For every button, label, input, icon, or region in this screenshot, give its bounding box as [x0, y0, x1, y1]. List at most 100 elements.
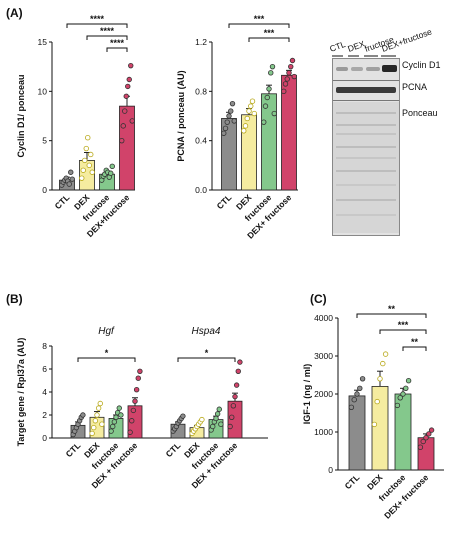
significance-bracket — [86, 35, 128, 40]
blot-label-ponceau: Ponceau — [402, 108, 438, 118]
blot-band — [336, 87, 396, 93]
data-point — [237, 359, 243, 365]
data-point — [88, 151, 94, 158]
data-point — [359, 376, 366, 382]
data-point — [397, 395, 403, 401]
data-point — [271, 110, 277, 117]
significance-label: *** — [264, 28, 275, 38]
data-point — [91, 424, 97, 431]
significance-bracket — [177, 357, 236, 362]
data-point — [380, 360, 386, 367]
data-point — [394, 402, 401, 409]
data-point — [227, 423, 233, 430]
y-tick-label: 15 — [38, 37, 48, 47]
data-point — [423, 435, 429, 441]
bar — [261, 93, 277, 191]
data-point — [89, 169, 95, 175]
data-point — [230, 403, 237, 409]
bar — [417, 437, 435, 471]
y-tick-label: 8 — [42, 341, 47, 351]
data-point — [426, 431, 432, 437]
data-point — [229, 414, 235, 420]
group-label: Hgf — [98, 326, 115, 337]
data-point — [268, 70, 274, 76]
data-point — [66, 181, 72, 187]
data-point — [116, 405, 122, 411]
data-point — [120, 123, 126, 129]
data-point — [244, 115, 250, 122]
y-tick-label: 3000 — [314, 351, 333, 361]
significance-label: * — [205, 348, 209, 358]
y-tick-label: 4000 — [314, 313, 333, 323]
x-tick-label: DEX — [365, 472, 385, 492]
data-point — [135, 375, 141, 381]
y-tick-label: 4 — [42, 387, 47, 397]
data-point — [132, 398, 138, 404]
data-point — [286, 70, 292, 76]
data-point — [374, 398, 380, 405]
data-point — [130, 407, 137, 414]
data-point — [222, 125, 229, 132]
data-point — [221, 130, 227, 136]
panel-label-c: (C) — [310, 292, 327, 306]
data-point — [233, 382, 240, 388]
data-point — [249, 98, 256, 104]
data-point — [109, 163, 115, 170]
data-point — [92, 418, 99, 424]
data-point — [82, 157, 88, 164]
data-point — [235, 368, 241, 374]
western-blot — [332, 58, 400, 236]
blot-label-pcna: PCNA — [402, 82, 428, 92]
panel-label-b: (B) — [6, 292, 23, 306]
data-point — [357, 385, 363, 391]
data-point — [89, 430, 95, 437]
data-point — [348, 404, 355, 410]
data-point — [125, 83, 131, 90]
data-point — [199, 416, 205, 423]
data-point — [108, 428, 114, 434]
significance-label: **** — [100, 26, 115, 36]
data-point — [281, 88, 287, 95]
x-tick-label: CTL — [64, 440, 83, 459]
data-point — [137, 368, 143, 374]
data-point — [261, 119, 267, 125]
data-point — [403, 385, 409, 391]
data-point — [94, 412, 100, 418]
x-tick-label: CTL — [164, 440, 183, 459]
y-axis-title: PCNA / ponceau (AU) — [176, 70, 186, 161]
data-point — [85, 135, 91, 141]
y-axis-title: Cyclin D1/ ponceau — [16, 74, 26, 157]
data-point — [97, 400, 103, 407]
significance-bracket — [379, 329, 427, 334]
data-point — [133, 387, 140, 393]
panel-label-a: (A) — [6, 6, 23, 20]
data-point — [420, 438, 426, 445]
blot-band — [366, 67, 380, 71]
data-point — [291, 73, 297, 80]
data-point — [80, 412, 86, 418]
data-point — [69, 176, 75, 182]
data-point — [180, 413, 186, 419]
data-point — [126, 76, 132, 83]
data-point — [68, 169, 74, 175]
data-point — [128, 62, 134, 69]
blot-lane-dexfructose: DEX+fructose — [380, 28, 433, 54]
significance-label: **** — [110, 38, 125, 48]
data-point — [382, 351, 389, 357]
y-tick-label: 0 — [42, 185, 47, 195]
data-point — [210, 423, 216, 430]
x-tick-label: CTL — [215, 192, 234, 211]
data-point — [232, 393, 238, 400]
data-point — [119, 137, 125, 144]
data-point — [118, 412, 124, 418]
data-point — [129, 418, 135, 424]
y-tick-label: 0 — [328, 465, 333, 475]
y-tick-label: 0.8 — [195, 86, 207, 96]
significance-bracket — [356, 313, 427, 318]
data-point — [86, 162, 92, 169]
data-point — [428, 427, 435, 433]
data-point — [111, 419, 118, 425]
data-point — [214, 411, 221, 417]
